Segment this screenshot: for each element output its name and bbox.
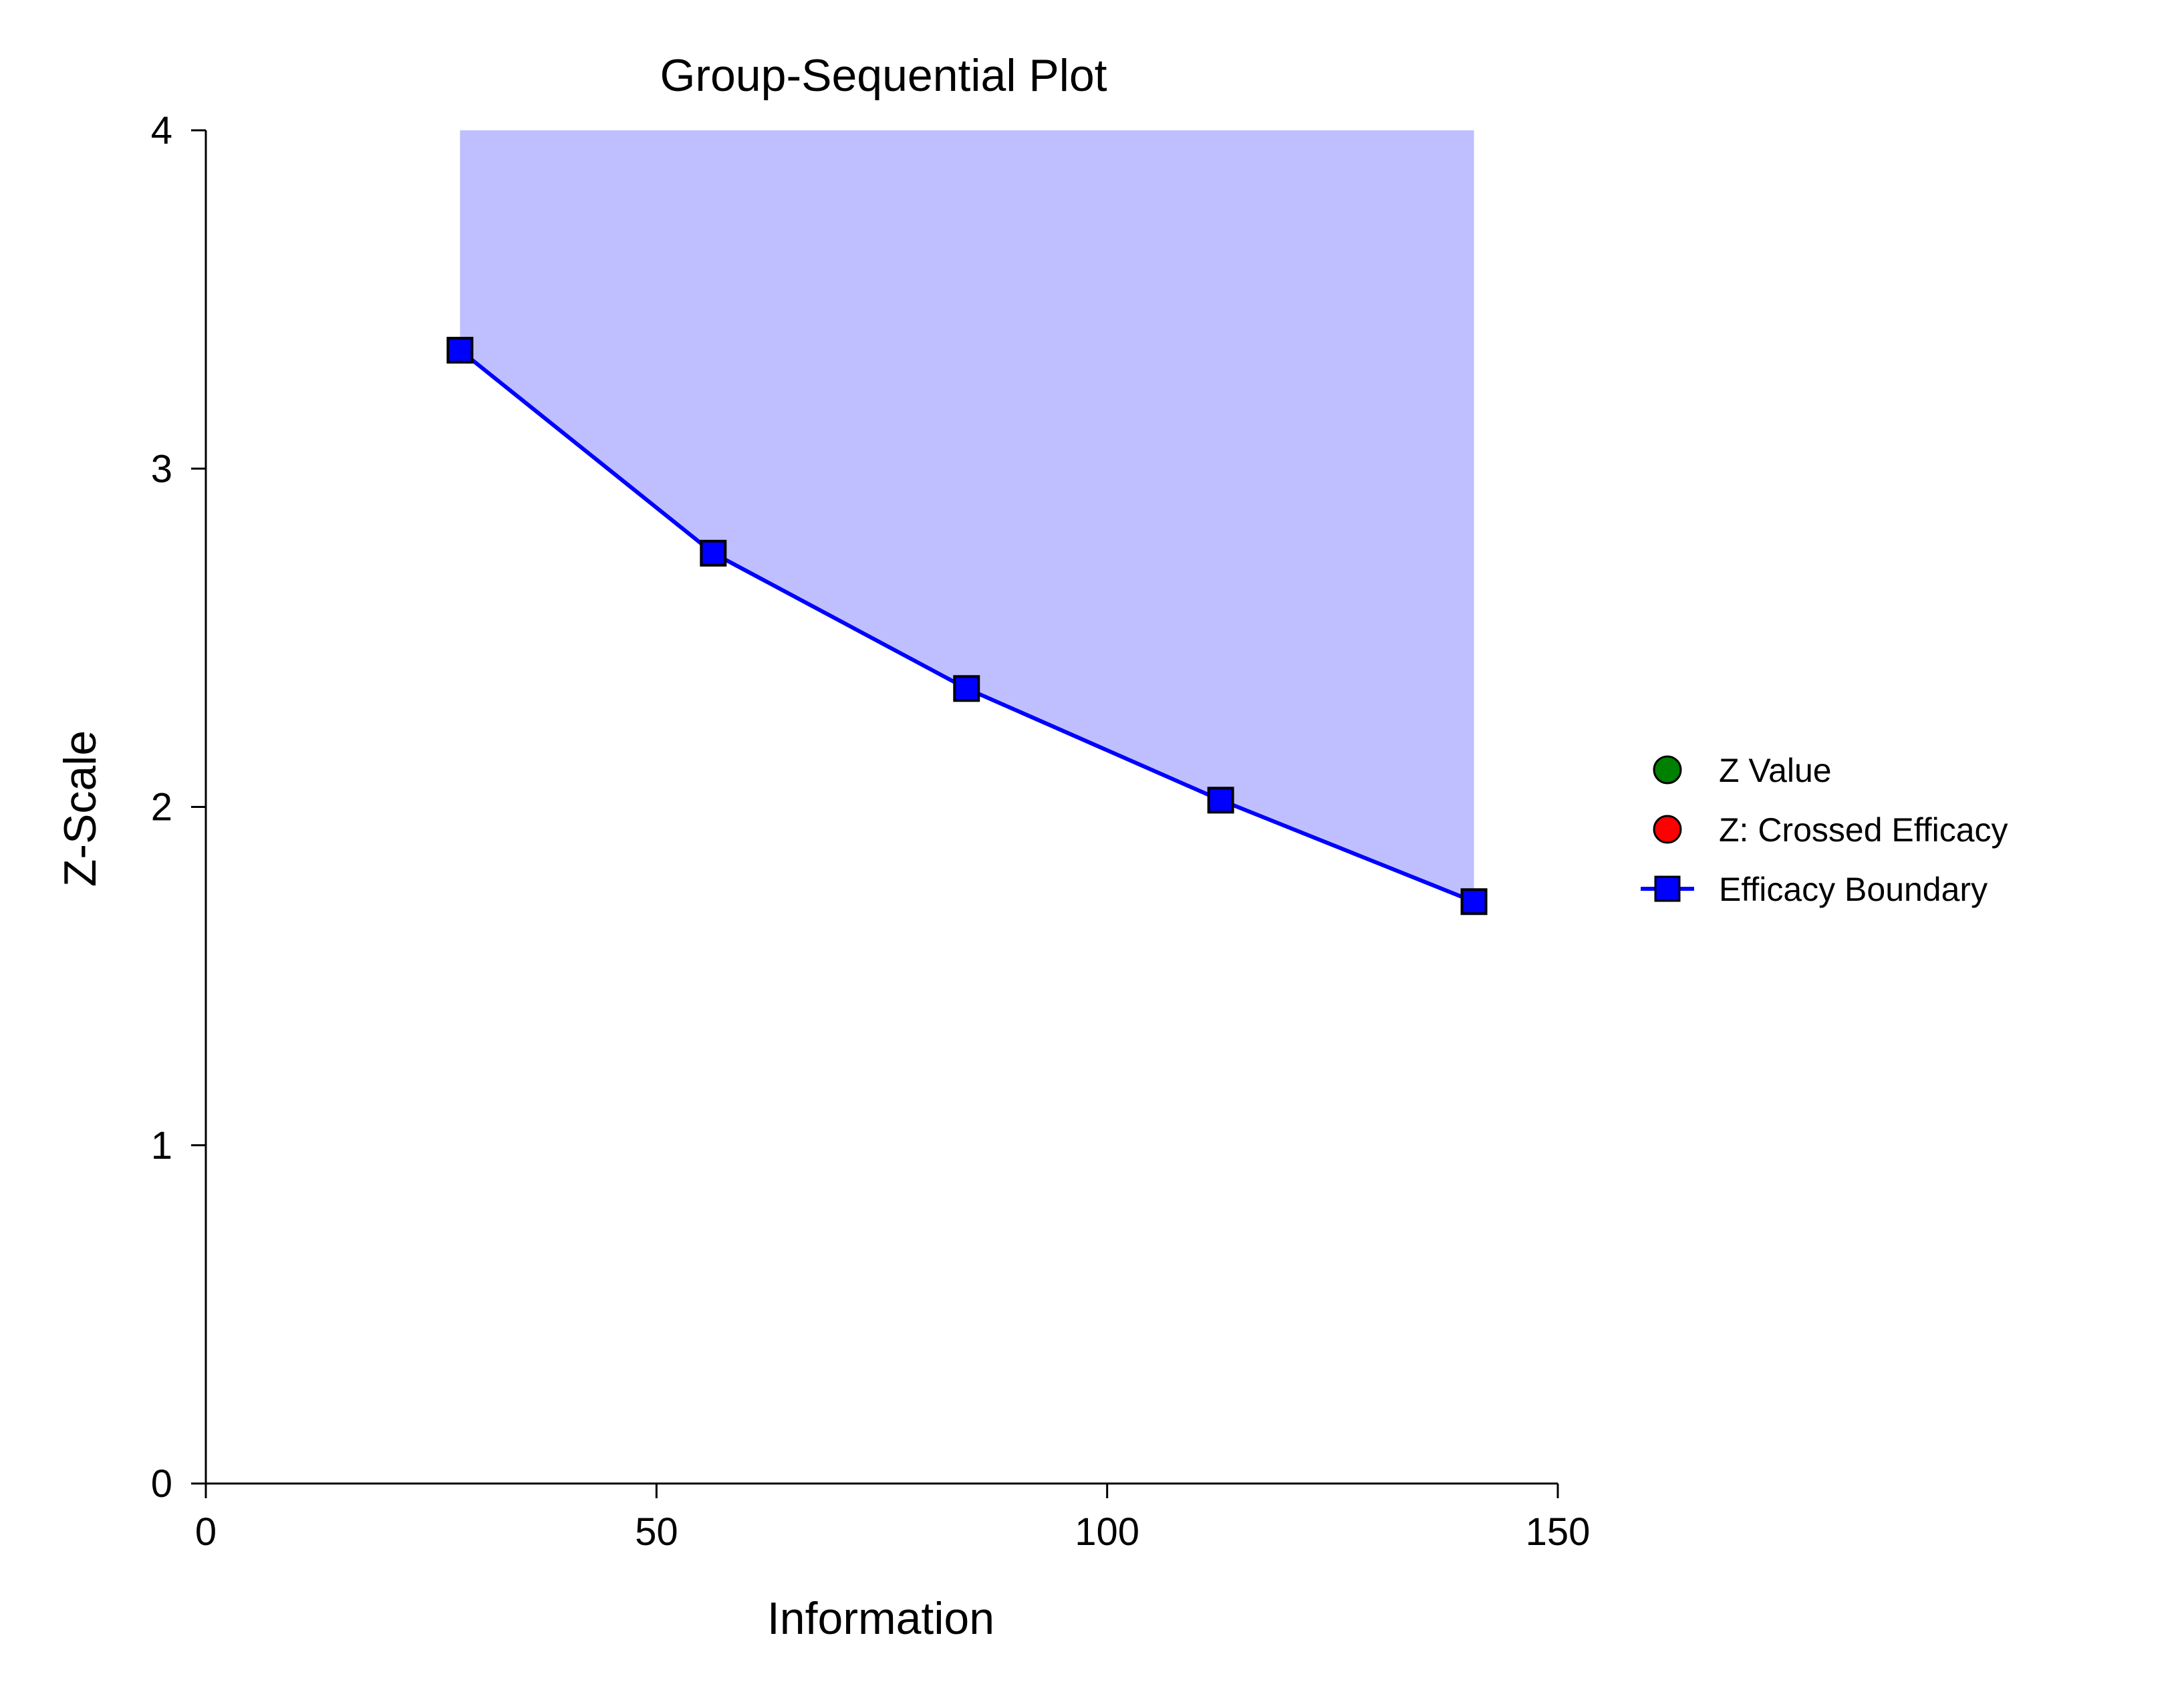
legend-circle-marker <box>1653 815 1682 844</box>
legend-label: Z Value <box>1719 752 1832 789</box>
legend-circle-marker <box>1653 755 1682 785</box>
y-tick-label: 4 <box>151 109 172 152</box>
x-tick-label: 150 <box>1526 1510 1591 1554</box>
x-tick-label: 100 <box>1075 1510 1139 1554</box>
legend-item: Z: Crossed Efficacy <box>1653 811 2008 849</box>
legend-label: Efficacy Boundary <box>1719 871 1988 908</box>
plot-area <box>446 130 1488 916</box>
x-axis: 0 50 100 150 <box>195 1482 1591 1554</box>
y-tick-label: 1 <box>151 1124 172 1167</box>
legend-item: Z Value <box>1653 752 1832 789</box>
x-tick-label: 50 <box>635 1510 678 1554</box>
efficacy-boundary-point <box>700 539 727 567</box>
efficacy-region <box>460 130 1474 902</box>
y-tick-label: 0 <box>151 1462 172 1506</box>
legend-item: Efficacy Boundary <box>1641 871 1988 908</box>
x-axis-label: Information <box>767 1593 994 1644</box>
y-tick-label: 3 <box>151 447 172 490</box>
efficacy-boundary-point <box>446 337 474 364</box>
y-axis: 0 1 2 3 4 <box>151 109 207 1506</box>
efficacy-boundary-point <box>1460 888 1488 916</box>
x-tick-label: 0 <box>195 1510 217 1554</box>
legend-label: Z: Crossed Efficacy <box>1719 811 2008 849</box>
y-axis-label: Z-Scale <box>55 730 106 887</box>
efficacy-boundary-point <box>953 675 980 702</box>
legend-square-marker <box>1654 875 1681 902</box>
efficacy-boundary-point <box>1207 787 1234 814</box>
y-tick-label: 2 <box>151 786 172 829</box>
chart-title: Group-Sequential Plot <box>660 50 1107 101</box>
legend: Z Value Z: Crossed Efficacy Efficacy Bound… <box>1641 752 2008 908</box>
